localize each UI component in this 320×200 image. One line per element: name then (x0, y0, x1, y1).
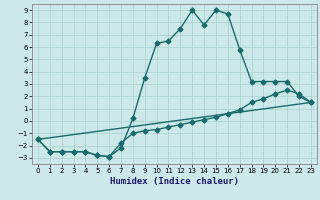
X-axis label: Humidex (Indice chaleur): Humidex (Indice chaleur) (110, 177, 239, 186)
